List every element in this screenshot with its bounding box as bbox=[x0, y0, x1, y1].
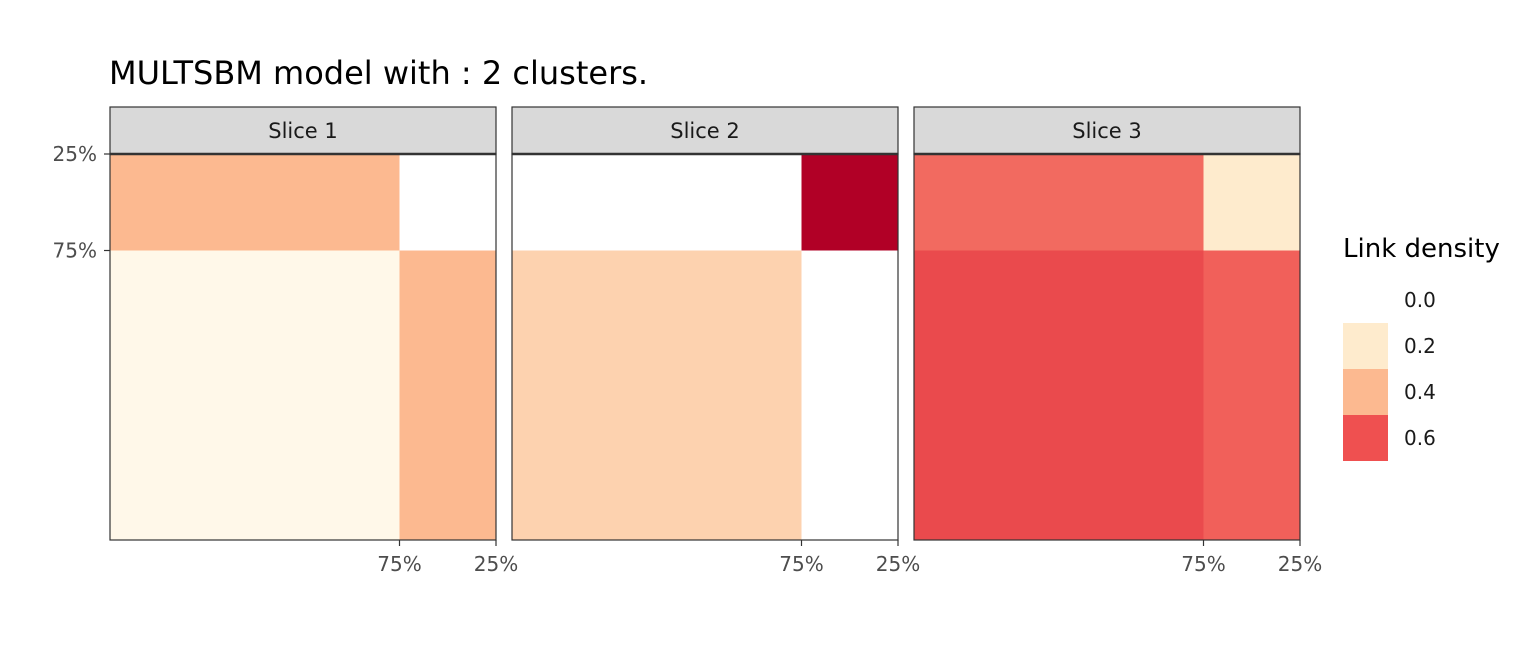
facet-panel: Slice 1 75% 25% bbox=[109, 106, 518, 576]
legend-title: Link density bbox=[1343, 234, 1500, 264]
heatmap-cell bbox=[801, 154, 898, 251]
heatmap-cell bbox=[512, 250, 802, 540]
facet-panel: Slice 2 75% 25% bbox=[511, 106, 920, 576]
x-tick-label: 75% bbox=[1181, 552, 1225, 576]
chart-title: MULTSBM model with : 2 clusters. bbox=[109, 54, 648, 92]
y-axis: 25% 75% bbox=[53, 142, 110, 263]
facet-strip bbox=[109, 106, 497, 155]
x-tick-label: 25% bbox=[1278, 552, 1322, 576]
legend-key bbox=[1343, 277, 1388, 323]
y-tick-label: 75% bbox=[53, 239, 97, 263]
heatmap-cell bbox=[914, 154, 1204, 251]
heatmap-cell bbox=[1203, 250, 1300, 540]
legend-key bbox=[1343, 369, 1388, 415]
heatmap-cell bbox=[110, 154, 400, 251]
facet-label: Slice 1 bbox=[268, 119, 338, 143]
x-tick-label: 75% bbox=[377, 552, 421, 576]
heatmap-cell bbox=[399, 154, 496, 251]
legend: Link density 0.0 0.2 0.4 0.6 bbox=[1343, 234, 1500, 461]
x-tick-label: 25% bbox=[474, 552, 518, 576]
legend-label: 0.6 bbox=[1404, 426, 1436, 450]
legend-label: 0.4 bbox=[1404, 380, 1436, 404]
heatmap-cell bbox=[801, 250, 898, 540]
y-tick-label: 25% bbox=[53, 142, 97, 166]
legend-key bbox=[1343, 415, 1388, 461]
x-tick-label: 75% bbox=[779, 552, 823, 576]
legend-label: 0.2 bbox=[1404, 334, 1436, 358]
facet-label: Slice 2 bbox=[670, 119, 740, 143]
facet-panels: Slice 1 75% 25% Slice 2 75% 25% Slice 3 75% 25% bbox=[109, 106, 1322, 576]
heatmap-cell bbox=[512, 154, 802, 251]
facet-strip bbox=[511, 106, 899, 155]
heatmap-cell bbox=[1203, 154, 1300, 251]
heatmap-cell bbox=[399, 250, 496, 540]
legend-keys: 0.0 0.2 0.4 0.6 bbox=[1343, 277, 1436, 461]
x-tick-label: 25% bbox=[876, 552, 920, 576]
heatmap-cell bbox=[914, 250, 1204, 540]
legend-label: 0.0 bbox=[1404, 288, 1436, 312]
facet-panel: Slice 3 75% 25% bbox=[913, 106, 1322, 576]
heatmap-cell bbox=[110, 250, 400, 540]
facet-label: Slice 3 bbox=[1072, 119, 1142, 143]
legend-key bbox=[1343, 323, 1388, 369]
